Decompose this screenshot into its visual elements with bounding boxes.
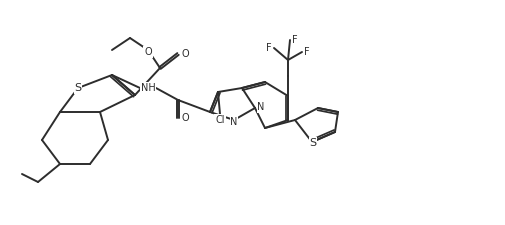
Text: F: F [304, 47, 309, 57]
Text: O: O [144, 47, 152, 57]
Text: O: O [181, 49, 188, 59]
Text: N: N [230, 117, 237, 127]
Text: F: F [291, 35, 297, 45]
Text: Cl: Cl [215, 115, 224, 125]
Text: F: F [266, 43, 271, 53]
Text: N: N [257, 102, 264, 112]
Text: O: O [181, 113, 188, 123]
Text: NH: NH [140, 83, 155, 93]
Text: S: S [74, 83, 81, 93]
Text: S: S [309, 138, 316, 148]
